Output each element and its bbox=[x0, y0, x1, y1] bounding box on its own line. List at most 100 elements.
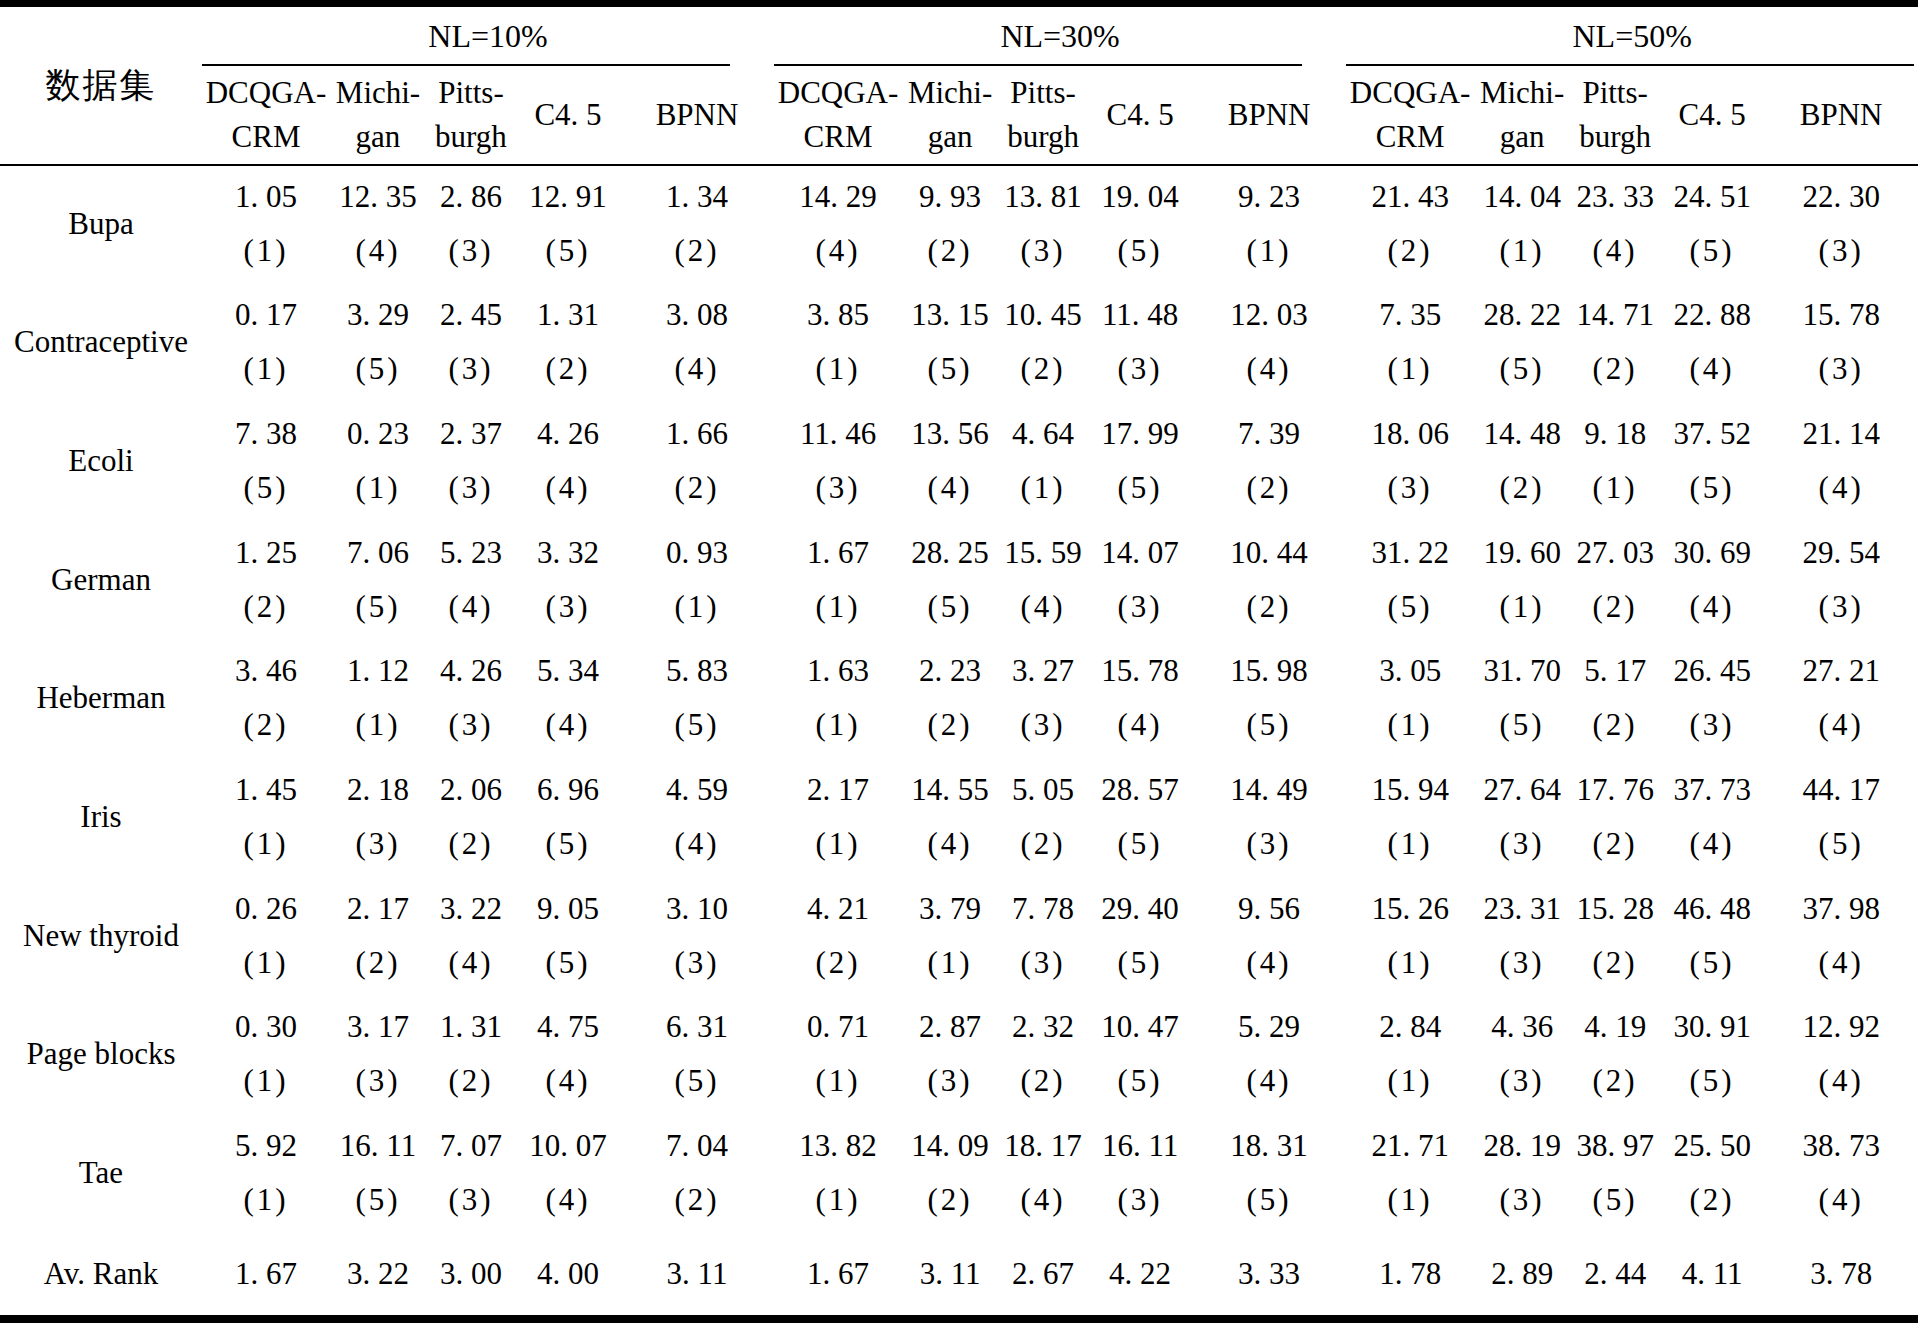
rank-value: (3) bbox=[426, 346, 516, 392]
dataset-name: Contraceptive bbox=[0, 283, 202, 402]
rank-value: (4) bbox=[1660, 584, 1764, 630]
error-value: 0. 26 bbox=[202, 886, 330, 932]
metric-cell: 1. 31(2) bbox=[516, 283, 620, 402]
rank-value: (4) bbox=[1764, 940, 1918, 986]
rank-value: (4) bbox=[1570, 228, 1660, 274]
error-value: 15. 78 bbox=[1088, 648, 1192, 694]
rank-value: (5) bbox=[1088, 1058, 1192, 1104]
rank-value: (2) bbox=[998, 821, 1088, 867]
error-value: 21. 43 bbox=[1346, 174, 1474, 220]
error-value: 13. 82 bbox=[774, 1123, 902, 1169]
metric-cell: 13. 56(4) bbox=[902, 402, 998, 521]
rank-value: (4) bbox=[330, 228, 426, 274]
rank-value: (5) bbox=[1474, 702, 1570, 748]
error-value: 28. 22 bbox=[1474, 292, 1570, 338]
error-value: 44. 17 bbox=[1764, 767, 1918, 813]
rank-value: (3) bbox=[516, 584, 620, 630]
metric-cell: 1. 63(1) bbox=[774, 639, 902, 758]
algorithm-header-row: DCQGA-CRMMichi-ganPitts-burghC4. 5BPNNDC… bbox=[0, 66, 1918, 165]
average-rank-value: 2. 44 bbox=[1570, 1232, 1660, 1319]
rank-value: (1) bbox=[1346, 940, 1474, 986]
error-value: 2. 06 bbox=[426, 767, 516, 813]
error-value: 15. 94 bbox=[1346, 767, 1474, 813]
error-value: 12. 35 bbox=[330, 174, 426, 220]
rank-value: (1) bbox=[902, 940, 998, 986]
rank-value: (1) bbox=[1346, 1058, 1474, 1104]
error-value: 2. 84 bbox=[1346, 1004, 1474, 1050]
error-value: 1. 45 bbox=[202, 767, 330, 813]
metric-cell: 7. 35(1) bbox=[1346, 283, 1474, 402]
metric-cell: 21. 14(4) bbox=[1764, 402, 1918, 521]
error-value: 15. 59 bbox=[998, 530, 1088, 576]
metric-cell: 14. 71(2) bbox=[1570, 283, 1660, 402]
algorithm-header-line2: CRM bbox=[774, 115, 902, 159]
error-value: 16. 11 bbox=[330, 1123, 426, 1169]
error-value: 7. 04 bbox=[620, 1123, 774, 1169]
metric-cell: 1. 31(2) bbox=[426, 995, 516, 1114]
rank-value: (3) bbox=[1474, 940, 1570, 986]
rank-value: (3) bbox=[426, 702, 516, 748]
rank-value: (5) bbox=[1088, 228, 1192, 274]
error-value: 3. 05 bbox=[1346, 648, 1474, 694]
error-value: 3. 27 bbox=[998, 648, 1088, 694]
metric-cell: 14. 55(4) bbox=[902, 758, 998, 877]
algorithm-header: DCQGA-CRM bbox=[774, 66, 902, 165]
metric-cell: 3. 22(4) bbox=[426, 876, 516, 995]
error-value: 5. 05 bbox=[998, 767, 1088, 813]
algorithm-header: BPNN bbox=[1764, 66, 1918, 165]
error-value: 7. 78 bbox=[998, 886, 1088, 932]
algorithm-header-line1: Michi- bbox=[1474, 71, 1570, 115]
metric-cell: 23. 33(4) bbox=[1570, 165, 1660, 284]
error-value: 2. 23 bbox=[902, 648, 998, 694]
metric-cell: 7. 07(3) bbox=[426, 1114, 516, 1233]
rank-value: (1) bbox=[774, 346, 902, 392]
rank-value: (5) bbox=[1088, 821, 1192, 867]
rank-value: (1) bbox=[1474, 228, 1570, 274]
error-value: 13. 81 bbox=[998, 174, 1088, 220]
rank-value: (1) bbox=[202, 1177, 330, 1223]
dataset-name: Bupa bbox=[0, 165, 202, 284]
rank-value: (1) bbox=[202, 940, 330, 986]
error-value: 21. 14 bbox=[1764, 411, 1918, 457]
metric-cell: 4. 26(3) bbox=[426, 639, 516, 758]
metric-cell: 2. 37(3) bbox=[426, 402, 516, 521]
rank-value: (2) bbox=[1570, 940, 1660, 986]
metric-cell: 18. 06(3) bbox=[1346, 402, 1474, 521]
metric-cell: 5. 29(4) bbox=[1192, 995, 1346, 1114]
error-value: 15. 28 bbox=[1570, 886, 1660, 932]
dataset-name: Page blocks bbox=[0, 995, 202, 1114]
rank-value: (1) bbox=[1346, 702, 1474, 748]
error-value: 2. 45 bbox=[426, 292, 516, 338]
table-row: Tae5. 92(1)16. 11(5)7. 07(3)10. 07(4)7. … bbox=[0, 1114, 1918, 1233]
metric-cell: 38. 97(5) bbox=[1570, 1114, 1660, 1233]
metric-cell: 38. 73(4) bbox=[1764, 1114, 1918, 1233]
metric-cell: 4. 21(2) bbox=[774, 876, 902, 995]
metric-cell: 5. 05 (2) bbox=[998, 758, 1088, 877]
rank-value: (1) bbox=[330, 702, 426, 748]
algorithm-header-line1: DCQGA- bbox=[202, 71, 330, 115]
rank-value: (3) bbox=[1346, 465, 1474, 511]
error-value: 26. 45 bbox=[1660, 648, 1764, 694]
metric-cell: 19. 04(5) bbox=[1088, 165, 1192, 284]
metric-cell: 21. 71(1) bbox=[1346, 1114, 1474, 1233]
metric-cell: 5. 34(4) bbox=[516, 639, 620, 758]
table-row: Page blocks0. 30(1)3. 17(3)1. 31(2)4. 75… bbox=[0, 995, 1918, 1114]
error-value: 7. 07 bbox=[426, 1123, 516, 1169]
rank-value: (1) bbox=[1192, 228, 1346, 274]
error-value: 1. 25 bbox=[202, 530, 330, 576]
error-value: 2. 17 bbox=[330, 886, 426, 932]
metric-cell: 13. 82(1) bbox=[774, 1114, 902, 1233]
algorithm-header: BPNN bbox=[1192, 66, 1346, 165]
error-value: 15. 26 bbox=[1346, 886, 1474, 932]
metric-cell: 37. 52(5) bbox=[1660, 402, 1764, 521]
error-value: 9. 05 bbox=[516, 886, 620, 932]
error-value: 12. 92 bbox=[1764, 1004, 1918, 1050]
algorithm-header-line2: gan bbox=[1474, 115, 1570, 159]
error-value: 3. 85 bbox=[774, 292, 902, 338]
algorithm-header: Michi-gan bbox=[1474, 66, 1570, 165]
rank-value: (2) bbox=[202, 584, 330, 630]
rank-value: (5) bbox=[330, 584, 426, 630]
metric-cell: 9. 23(1) bbox=[1192, 165, 1346, 284]
metric-cell: 25. 50(2) bbox=[1660, 1114, 1764, 1233]
dataset-name: Heberman bbox=[0, 639, 202, 758]
